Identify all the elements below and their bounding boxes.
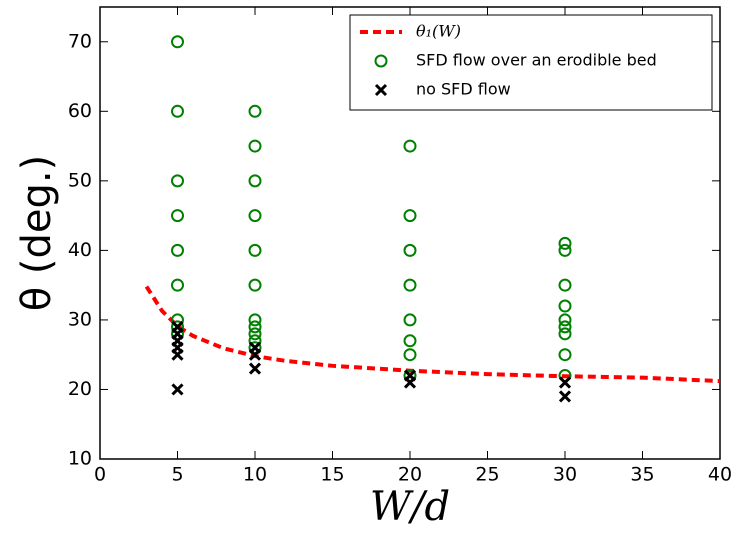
point: [558, 313, 572, 327]
point: [403, 313, 417, 327]
x-tick-label: 40: [708, 464, 732, 486]
legend-label: SFD flow over an erodible bed: [416, 51, 657, 70]
point: [558, 236, 572, 250]
point: [248, 243, 262, 257]
point: [558, 348, 572, 362]
legend-swatch: [374, 83, 388, 97]
point: [403, 348, 417, 362]
x-tick-label: 0: [94, 464, 106, 486]
y-tick-label: 40: [68, 239, 92, 261]
point: [248, 362, 262, 375]
point: [171, 243, 184, 257]
x-tick-label: 20: [398, 464, 422, 486]
point: [403, 243, 417, 257]
point: [248, 313, 262, 327]
point: [171, 383, 184, 396]
x-tick-label: 25: [475, 464, 499, 486]
legend-box: [349, 14, 713, 111]
point: [558, 299, 572, 313]
point: [403, 139, 417, 153]
x-tick-label: 35: [630, 464, 654, 486]
y-tick-label: 50: [68, 169, 92, 191]
point: [171, 320, 184, 333]
point: [248, 139, 262, 153]
y-axis-label: θ (deg.): [14, 155, 60, 312]
y-tick-label: 10: [68, 448, 92, 470]
point: [171, 209, 184, 223]
point: [558, 390, 572, 403]
legend-swatch: [374, 54, 388, 68]
x-tick-label: 15: [320, 464, 344, 486]
point: [171, 35, 184, 49]
point: [248, 278, 262, 292]
point: [403, 369, 417, 382]
point: [248, 320, 262, 334]
point: [248, 341, 262, 354]
point: [558, 376, 572, 389]
point: [558, 243, 572, 257]
x-tick-label: 10: [243, 464, 267, 486]
y-tick-label: 20: [68, 378, 92, 400]
point: [171, 104, 184, 118]
y-tick-label: 70: [68, 30, 92, 52]
legend-label: θ₁(W): [416, 22, 461, 41]
point: [248, 174, 262, 188]
point: [171, 278, 184, 292]
point: [248, 209, 262, 223]
point: [248, 327, 262, 341]
point: [248, 104, 262, 118]
legend-label: no SFD flow: [416, 80, 511, 99]
point: [171, 174, 184, 188]
point: [403, 209, 417, 223]
point: [558, 320, 572, 334]
x-axis-label: W/d: [370, 484, 450, 530]
point: [558, 278, 572, 292]
y-tick-label: 60: [68, 100, 92, 122]
y-tick-label: 30: [68, 308, 92, 330]
point: [403, 334, 417, 348]
x-tick-label: 30: [553, 464, 577, 486]
curve: [144, 285, 721, 384]
point: [558, 327, 572, 341]
point: [403, 278, 417, 292]
x-tick-label: 5: [171, 464, 183, 486]
